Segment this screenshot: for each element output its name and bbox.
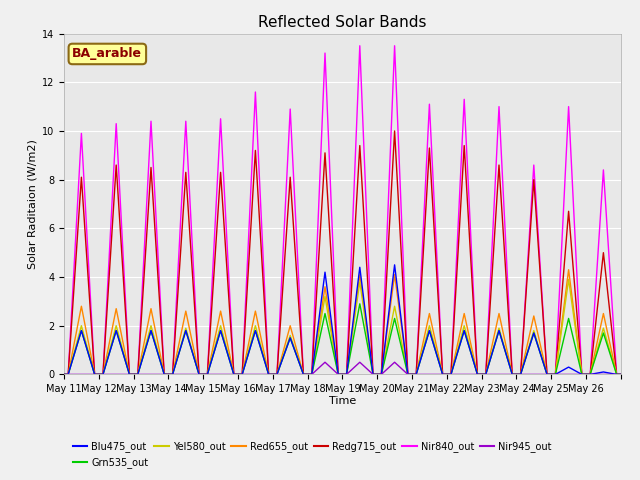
Text: BA_arable: BA_arable xyxy=(72,48,142,60)
Legend: Blu475_out, Grn535_out, Yel580_out, Red655_out, Redg715_out, Nir840_out, Nir945_: Blu475_out, Grn535_out, Yel580_out, Red6… xyxy=(69,437,556,472)
Title: Reflected Solar Bands: Reflected Solar Bands xyxy=(258,15,427,30)
X-axis label: Time: Time xyxy=(329,396,356,406)
Y-axis label: Solar Raditaion (W/m2): Solar Raditaion (W/m2) xyxy=(28,139,38,269)
